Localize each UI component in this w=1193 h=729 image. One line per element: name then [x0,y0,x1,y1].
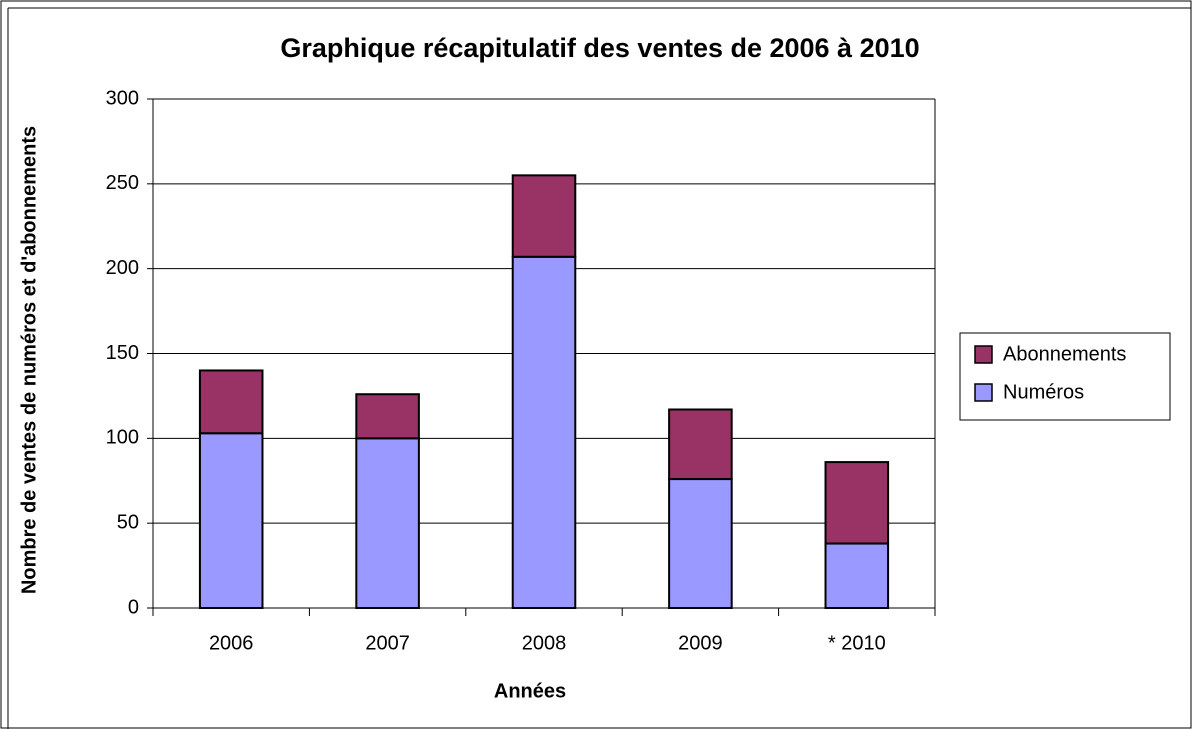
x-tick-label: * 2010 [828,632,886,654]
bar-segment [355,437,420,610]
y-tick-label: 100 [106,427,139,449]
y-tick-label: 50 [117,511,139,533]
y-tick-label: 250 [106,172,139,194]
bar-segment [668,478,733,610]
bar-segment [198,369,264,435]
legend-box [959,332,1171,421]
x-axis-label: Années [494,680,566,702]
x-tick-label: 2009 [678,632,723,654]
x-tick-label: 2007 [365,632,410,654]
bar-segment [511,255,577,609]
bar-segment [198,432,264,610]
y-tick-label: 200 [106,257,139,279]
y-tick-label: 150 [106,342,139,364]
bar-segment [511,174,577,258]
y-tick-label: 300 [106,87,139,109]
legend-swatch [974,383,993,402]
y-axis-label: Nombre de ventes de numéros et d'abonnem… [18,126,40,594]
legend-label: Numéros [1003,381,1084,403]
bar-segment [668,408,733,481]
y-tick-label: 0 [128,596,139,618]
legend-label: Abonnements [1003,343,1126,365]
x-tick-label: 2006 [209,632,254,654]
x-tick-label: 2008 [522,632,567,654]
chart-title: Graphique récapitulatif des ventes de 20… [280,33,919,63]
bar-segment [824,542,890,610]
bar-segment [824,461,890,545]
legend-swatch [974,345,993,364]
bar-segment [355,393,420,440]
